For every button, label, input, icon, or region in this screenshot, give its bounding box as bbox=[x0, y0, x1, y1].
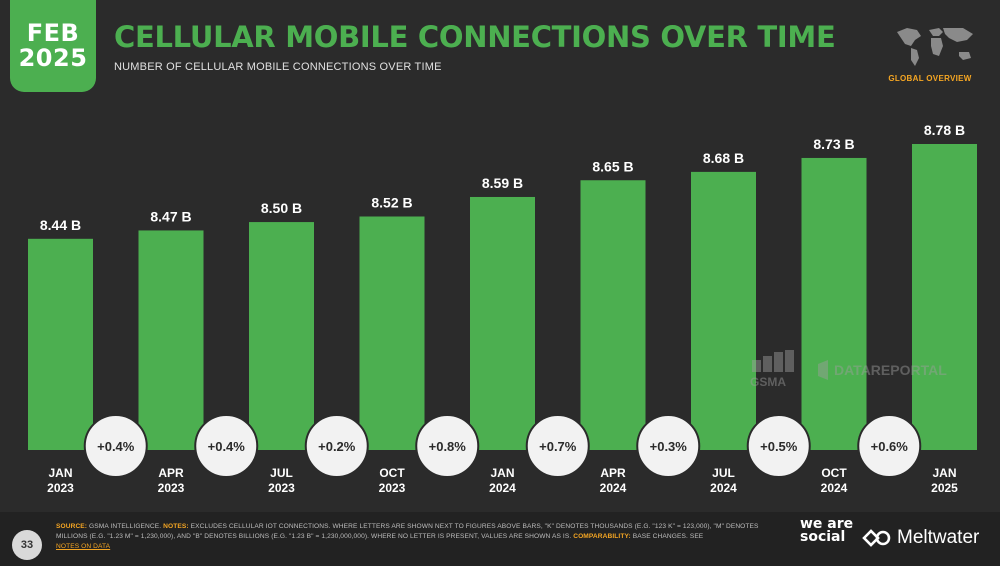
bar bbox=[28, 238, 93, 450]
change-label: +0.3% bbox=[650, 439, 688, 454]
bar bbox=[691, 171, 756, 450]
bar-value-label: 8.50 B bbox=[261, 200, 302, 216]
x-tick-month: OCT bbox=[821, 466, 847, 480]
notes-label: NOTES: bbox=[163, 523, 189, 530]
x-tick-month: JUL bbox=[712, 466, 735, 480]
bar-value-label: 8.52 B bbox=[371, 195, 412, 211]
region-label: GLOBAL OVERVIEW bbox=[888, 74, 972, 83]
change-bubble bbox=[857, 414, 922, 478]
bar-value-label: 8.44 B bbox=[40, 217, 81, 233]
bar bbox=[138, 230, 204, 450]
x-tick-month: JUL bbox=[270, 466, 293, 480]
notes-text: EXCLUDES CELLULAR IOT CONNECTIONS. WHERE… bbox=[56, 523, 759, 540]
change-label: +0.4% bbox=[97, 439, 135, 454]
bar bbox=[801, 157, 867, 450]
x-tick-year: 2024 bbox=[710, 481, 737, 495]
x-tick-month: APR bbox=[600, 466, 626, 480]
change-bubble bbox=[83, 414, 148, 478]
meltwater-name: Meltwater bbox=[897, 527, 980, 548]
x-tick-month: JAN bbox=[48, 466, 72, 480]
watermark-brand: DATAREPORTAL bbox=[834, 362, 947, 378]
change-label: +0.8% bbox=[429, 439, 467, 454]
x-tick-year: 2024 bbox=[821, 481, 848, 495]
badge-year: 2025 bbox=[18, 44, 88, 72]
datareportal-logo-icon bbox=[818, 360, 828, 380]
we-are-social-logo: we are social bbox=[800, 516, 854, 545]
notes-on-data-link[interactable]: NOTES ON DATA bbox=[56, 543, 111, 550]
footnote: SOURCE: GSMA INTELLIGENCE. NOTES: EXCLUD… bbox=[56, 522, 776, 552]
bar-value-label: 8.68 B bbox=[703, 150, 744, 166]
x-tick-month: JAN bbox=[490, 466, 514, 480]
watermark: GSMA DATAREPORTAL bbox=[750, 350, 947, 389]
bar bbox=[249, 222, 314, 450]
gsma-logo-icon bbox=[752, 350, 794, 372]
page-number: 33 bbox=[12, 530, 42, 560]
bar-value-label: 8.73 B bbox=[813, 136, 854, 152]
bar-value-label: 8.47 B bbox=[150, 208, 191, 224]
x-tick-year: 2023 bbox=[47, 481, 74, 495]
page-title: CELLULAR MOBILE CONNECTIONS OVER TIME bbox=[114, 20, 836, 54]
bar-value-label: 8.78 B bbox=[924, 122, 965, 138]
world-map-icon bbox=[897, 28, 973, 66]
bar-value-label: 8.59 B bbox=[482, 175, 523, 191]
x-tick-year: 2024 bbox=[600, 481, 627, 495]
change-bubble bbox=[525, 414, 590, 478]
comparability-text: BASE CHANGES. SEE bbox=[632, 533, 704, 540]
bar bbox=[580, 180, 646, 450]
source-label: SOURCE: bbox=[56, 523, 88, 530]
change-bubble bbox=[415, 414, 480, 478]
change-label: +0.7% bbox=[539, 439, 577, 454]
change-bubble bbox=[194, 414, 259, 478]
x-tick-year: 2023 bbox=[268, 481, 295, 495]
change-label: +0.5% bbox=[760, 439, 798, 454]
x-tick-month: APR bbox=[158, 466, 184, 480]
x-tick-month: OCT bbox=[379, 466, 405, 480]
change-label: +0.4% bbox=[208, 439, 246, 454]
page-subtitle: NUMBER OF CELLULAR MOBILE CONNECTIONS OV… bbox=[114, 61, 442, 73]
badge-month: FEB bbox=[26, 18, 80, 47]
change-label: +0.6% bbox=[871, 439, 909, 454]
change-label: +0.2% bbox=[318, 439, 356, 454]
footer-bar bbox=[0, 512, 1000, 566]
watermark-source: GSMA bbox=[750, 375, 786, 389]
x-tick-month: JAN bbox=[932, 466, 956, 480]
bar-value-label: 8.65 B bbox=[592, 158, 633, 174]
date-badge: FEB 2025 bbox=[10, 0, 96, 92]
meltwater-icon bbox=[862, 529, 891, 547]
bar bbox=[470, 196, 535, 450]
x-tick-year: 2023 bbox=[379, 481, 406, 495]
x-tick-year: 2024 bbox=[489, 481, 516, 495]
change-bubble bbox=[746, 414, 811, 478]
bar bbox=[912, 144, 977, 450]
x-tick-year: 2025 bbox=[931, 481, 958, 495]
source-text: GSMA INTELLIGENCE. bbox=[89, 523, 162, 530]
change-bubble bbox=[636, 414, 701, 478]
comparability-label: COMPARABILITY: bbox=[573, 533, 631, 540]
x-tick-year: 2023 bbox=[158, 481, 185, 495]
bar bbox=[359, 216, 425, 450]
change-bubble bbox=[304, 414, 369, 478]
meltwater-logo: Meltwater bbox=[862, 527, 979, 549]
